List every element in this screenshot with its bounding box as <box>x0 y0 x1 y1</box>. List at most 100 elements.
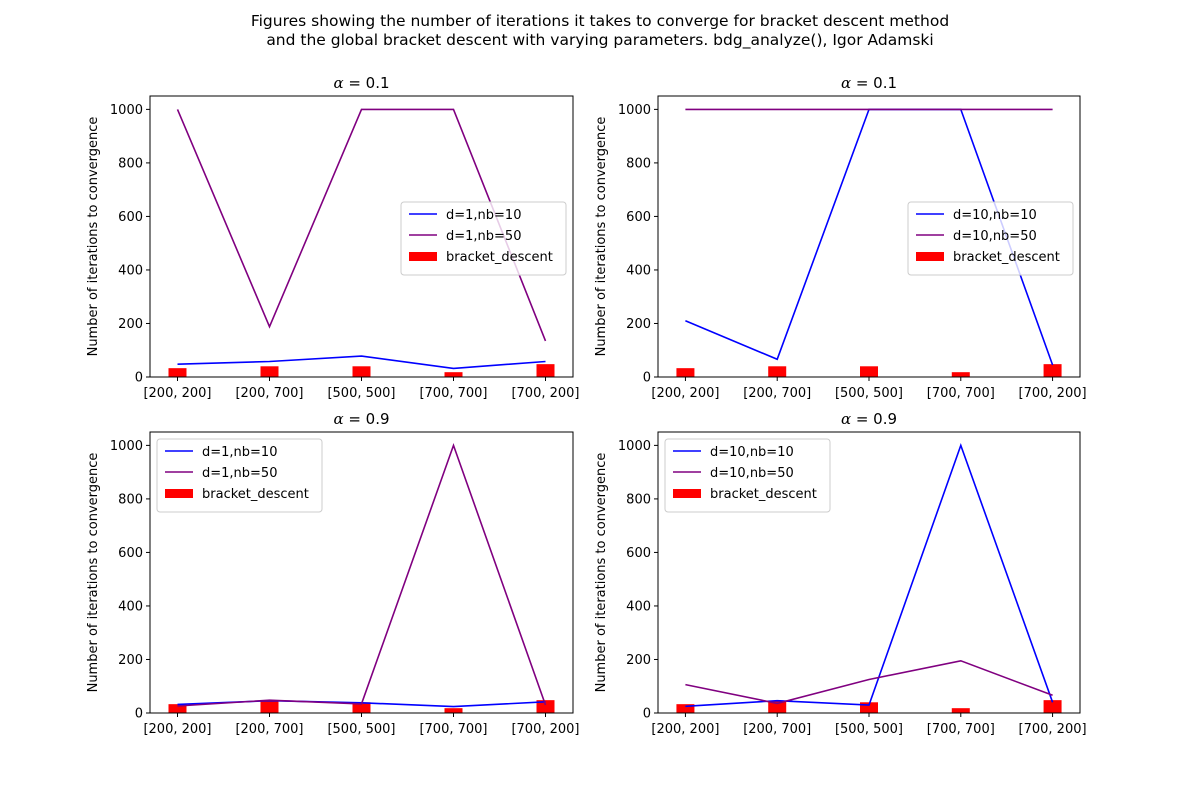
y-tick-label: 400 <box>118 599 143 614</box>
y-tick-label: 800 <box>626 156 651 171</box>
x-tick-label: [700, 700] <box>927 722 995 737</box>
chart-panel-3: 0 200 400 600 800 1000 [200, 200] [200, 700] [50… <box>86 410 580 737</box>
x-tick-label: [500, 500] <box>835 386 903 401</box>
x-tick-label: [700, 700] <box>419 386 487 401</box>
y-tick-label: 600 <box>118 546 143 561</box>
y-tick-label: 200 <box>118 653 143 668</box>
y-axis-label: Number of iterations to convergence <box>86 453 101 693</box>
legend-label: d=1,nb=50 <box>202 466 277 481</box>
legend-box <box>156 438 323 513</box>
y-tick-label: 0 <box>643 707 651 722</box>
series-line <box>177 443 547 707</box>
y-tick-label: 1000 <box>110 439 143 454</box>
legend-swatch <box>409 252 437 261</box>
legend-label: d=1,nb=10 <box>202 445 277 460</box>
y-tick-label: 200 <box>626 653 651 668</box>
y-tick-label: 800 <box>118 492 143 507</box>
y-axis-label: Number of iterations to convergence <box>594 453 609 693</box>
x-tick-label: [700, 200] <box>1019 722 1087 737</box>
legend: d=10,nb=10 d=10,nb=50 bracket_descent <box>907 201 1074 276</box>
panel-title-symbol: α <box>333 410 343 428</box>
y-tick-label: 800 <box>118 156 143 171</box>
series-line <box>176 108 547 342</box>
legend-label: d=10,nb=10 <box>953 208 1037 223</box>
x-tick-label: [200, 200] <box>143 386 211 401</box>
bar <box>1043 364 1062 377</box>
legend-swatch <box>673 489 701 498</box>
x-tick-label: [700, 700] <box>419 722 487 737</box>
panel-title-symbol: α <box>333 74 343 92</box>
x-tick-label: [200, 700] <box>235 722 303 737</box>
legend-label: bracket_descent <box>446 250 553 265</box>
legend-box <box>907 201 1074 276</box>
x-tick-label: [700, 200] <box>511 722 579 737</box>
figure-title-line-2: and the global bracket descent with vary… <box>266 31 934 49</box>
bar <box>768 700 787 713</box>
y-tick-label: 400 <box>626 263 651 278</box>
bar <box>860 366 878 377</box>
legend-swatch <box>916 252 944 261</box>
legend-label: bracket_descent <box>202 487 309 502</box>
legend-label: d=10,nb=50 <box>953 229 1037 244</box>
x-tick-label: [200, 200] <box>651 722 719 737</box>
series-line <box>685 659 1053 705</box>
legend-swatch <box>165 489 193 498</box>
x-tick-label: [500, 500] <box>835 722 903 737</box>
panel-title-value: = 0.9 <box>851 410 897 428</box>
panel-title: α = 0.1 <box>333 74 389 92</box>
bar <box>676 368 695 377</box>
figure-title-line-1: Figures showing the number of iterations… <box>250 12 950 30</box>
y-axis-label: Number of iterations to convergence <box>86 117 101 357</box>
y-tick-label: 600 <box>118 210 143 225</box>
y-tick-label: 1000 <box>618 439 651 454</box>
x-tick-label: [700, 700] <box>927 386 995 401</box>
panel-title: α = 0.9 <box>841 410 897 428</box>
panel-title: α = 0.1 <box>841 74 897 92</box>
bar <box>951 708 970 713</box>
bar <box>860 702 878 713</box>
x-tick-label: [200, 200] <box>651 386 719 401</box>
y-tick-label: 1000 <box>618 103 651 118</box>
bar <box>168 704 187 713</box>
x-tick-label: [200, 200] <box>143 722 211 737</box>
panel-title-value: = 0.1 <box>851 74 897 92</box>
x-tick-label: [700, 200] <box>1019 386 1087 401</box>
y-tick-label: 1000 <box>110 103 143 118</box>
y-tick-label: 0 <box>135 371 143 386</box>
x-tick-label: [500, 500] <box>327 386 395 401</box>
y-tick-label: 0 <box>643 371 651 386</box>
x-tick-label: [200, 700] <box>743 722 811 737</box>
y-tick-label: 600 <box>626 210 651 225</box>
y-tick-label: 200 <box>626 317 651 332</box>
bar <box>536 364 555 377</box>
legend-box <box>400 201 567 276</box>
panel-title-symbol: α <box>841 74 851 92</box>
figure-title: Figures showing the number of iterations… <box>0 12 1200 50</box>
y-tick-label: 800 <box>626 492 651 507</box>
legend-label: d=1,nb=50 <box>446 229 521 244</box>
x-tick-label: [200, 700] <box>235 386 303 401</box>
y-tick-label: 0 <box>135 707 143 722</box>
bar <box>444 372 463 377</box>
y-tick-label: 400 <box>626 599 651 614</box>
bar <box>260 366 279 377</box>
panel-title-symbol: α <box>841 410 851 428</box>
legend-box <box>664 438 831 513</box>
panel-title-value: = 0.9 <box>344 410 390 428</box>
series-line <box>685 443 1054 708</box>
legend: d=1,nb=10 d=1,nb=50 bracket_descent <box>156 438 323 513</box>
y-tick-label: 200 <box>118 317 143 332</box>
legend-label: d=1,nb=10 <box>446 208 521 223</box>
y-tick-label: 400 <box>118 263 143 278</box>
series-line <box>177 355 546 370</box>
legend-label: d=10,nb=10 <box>710 445 794 460</box>
bar <box>352 702 371 713</box>
y-tick-label: 600 <box>626 546 651 561</box>
legend: d=10,nb=10 d=10,nb=50 bracket_descent <box>664 438 831 513</box>
chart-panel-4: 0 200 400 600 800 1000 [200, 200] [200, 700] [50… <box>594 410 1087 737</box>
bar <box>1043 700 1062 713</box>
y-axis-label: Number of iterations to convergence <box>594 117 609 357</box>
bar <box>536 700 555 713</box>
bar <box>951 372 970 377</box>
